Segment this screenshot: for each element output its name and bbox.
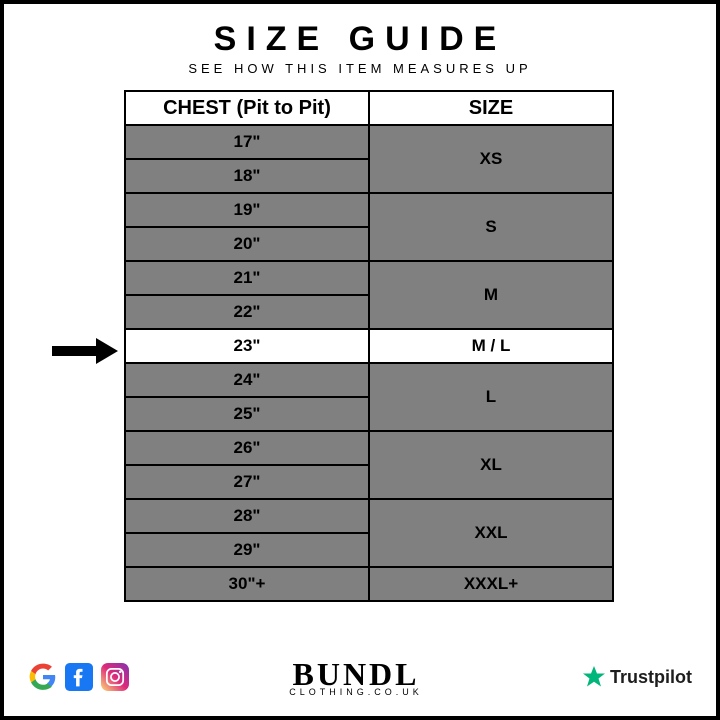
chest-cell: 20" [125, 227, 369, 261]
column-header-chest: CHEST (Pit to Pit) [125, 91, 369, 125]
trustpilot-badge: Trustpilot [582, 665, 692, 689]
footer: BUNDL CLOTHING.CO.UK Trustpilot [4, 650, 716, 704]
chest-cell: 18" [125, 159, 369, 193]
brand-name: BUNDL [289, 658, 423, 690]
table-row: 30"+XXXL+ [125, 567, 613, 601]
size-cell: M / L [369, 329, 613, 363]
size-table-container: CHEST (Pit to Pit) SIZE 17"XS18"19"S20"2… [124, 90, 614, 602]
trustpilot-star-icon [582, 665, 606, 689]
social-icons [28, 662, 130, 692]
chest-cell: 30"+ [125, 567, 369, 601]
chest-cell: 22" [125, 295, 369, 329]
table-row: 23"M / L [125, 329, 613, 363]
chest-cell: 21" [125, 261, 369, 295]
trustpilot-label: Trustpilot [610, 667, 692, 688]
table-row: 21"M [125, 261, 613, 295]
chest-cell: 26" [125, 431, 369, 465]
size-table: CHEST (Pit to Pit) SIZE 17"XS18"19"S20"2… [124, 90, 614, 602]
table-row: 26"XL [125, 431, 613, 465]
table-row: 17"XS [125, 125, 613, 159]
table-row: 19"S [125, 193, 613, 227]
google-icon [28, 662, 58, 692]
page-title: SIZE GUIDE [4, 20, 716, 59]
brand-domain: CLOTHING.CO.UK [289, 688, 423, 697]
page-subtitle: SEE HOW THIS ITEM MEASURES UP [4, 61, 716, 76]
size-cell: L [369, 363, 613, 431]
indicator-arrow [52, 340, 120, 360]
table-row: 28"XXL [125, 499, 613, 533]
instagram-icon [100, 662, 130, 692]
size-cell: XS [369, 125, 613, 193]
chest-cell: 23" [125, 329, 369, 363]
table-row: 24"L [125, 363, 613, 397]
chest-cell: 28" [125, 499, 369, 533]
chest-cell: 27" [125, 465, 369, 499]
size-cell: S [369, 193, 613, 261]
chest-cell: 29" [125, 533, 369, 567]
chest-cell: 24" [125, 363, 369, 397]
chest-cell: 17" [125, 125, 369, 159]
facebook-icon [64, 662, 94, 692]
size-cell: M [369, 261, 613, 329]
column-header-size: SIZE [369, 91, 613, 125]
size-cell: XXL [369, 499, 613, 567]
table-header-row: CHEST (Pit to Pit) SIZE [125, 91, 613, 125]
size-cell: XXXL+ [369, 567, 613, 601]
chest-cell: 25" [125, 397, 369, 431]
chest-cell: 19" [125, 193, 369, 227]
brand-logo: BUNDL CLOTHING.CO.UK [289, 658, 423, 697]
header: SIZE GUIDE SEE HOW THIS ITEM MEASURES UP [4, 4, 716, 76]
size-cell: XL [369, 431, 613, 499]
